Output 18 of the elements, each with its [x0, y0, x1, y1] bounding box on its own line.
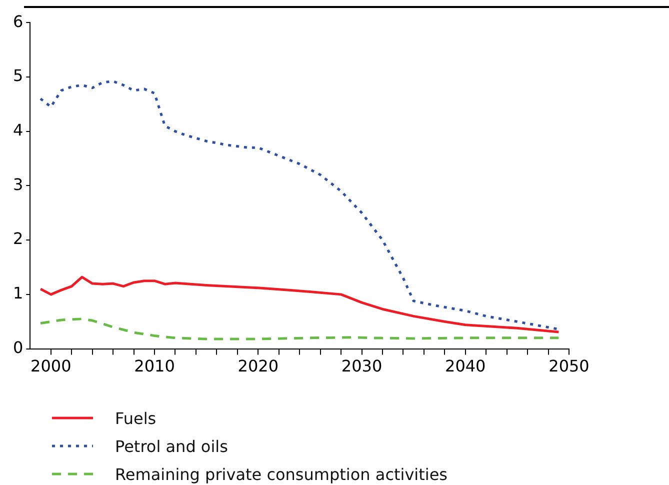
y-tick-label: 2 [12, 229, 24, 248]
x-tick-label: 2030 [341, 356, 382, 376]
y-tick-label: 5 [12, 66, 24, 86]
y-tick-label: 1 [12, 284, 24, 303]
y-tick-label: 4 [12, 120, 24, 140]
y-tick-label: 6 [12, 12, 24, 31]
y-tick-label: 3 [12, 174, 24, 194]
y-tick-label: 0 [12, 338, 24, 357]
line-series [39, 80, 560, 330]
x-tick-label: 2020 [238, 356, 278, 376]
legend-label: Remaining private consumption activities [115, 464, 448, 484]
x-tick-label: 2000 [30, 356, 72, 376]
legend-label: Petrol and oils [115, 436, 228, 456]
x-tick-label: 2050 [548, 356, 590, 376]
x-tick-label: 2040 [445, 356, 486, 376]
x-tick-label: 2010 [134, 356, 175, 376]
legend-label: Fuels [115, 408, 156, 428]
line-series [39, 318, 560, 340]
